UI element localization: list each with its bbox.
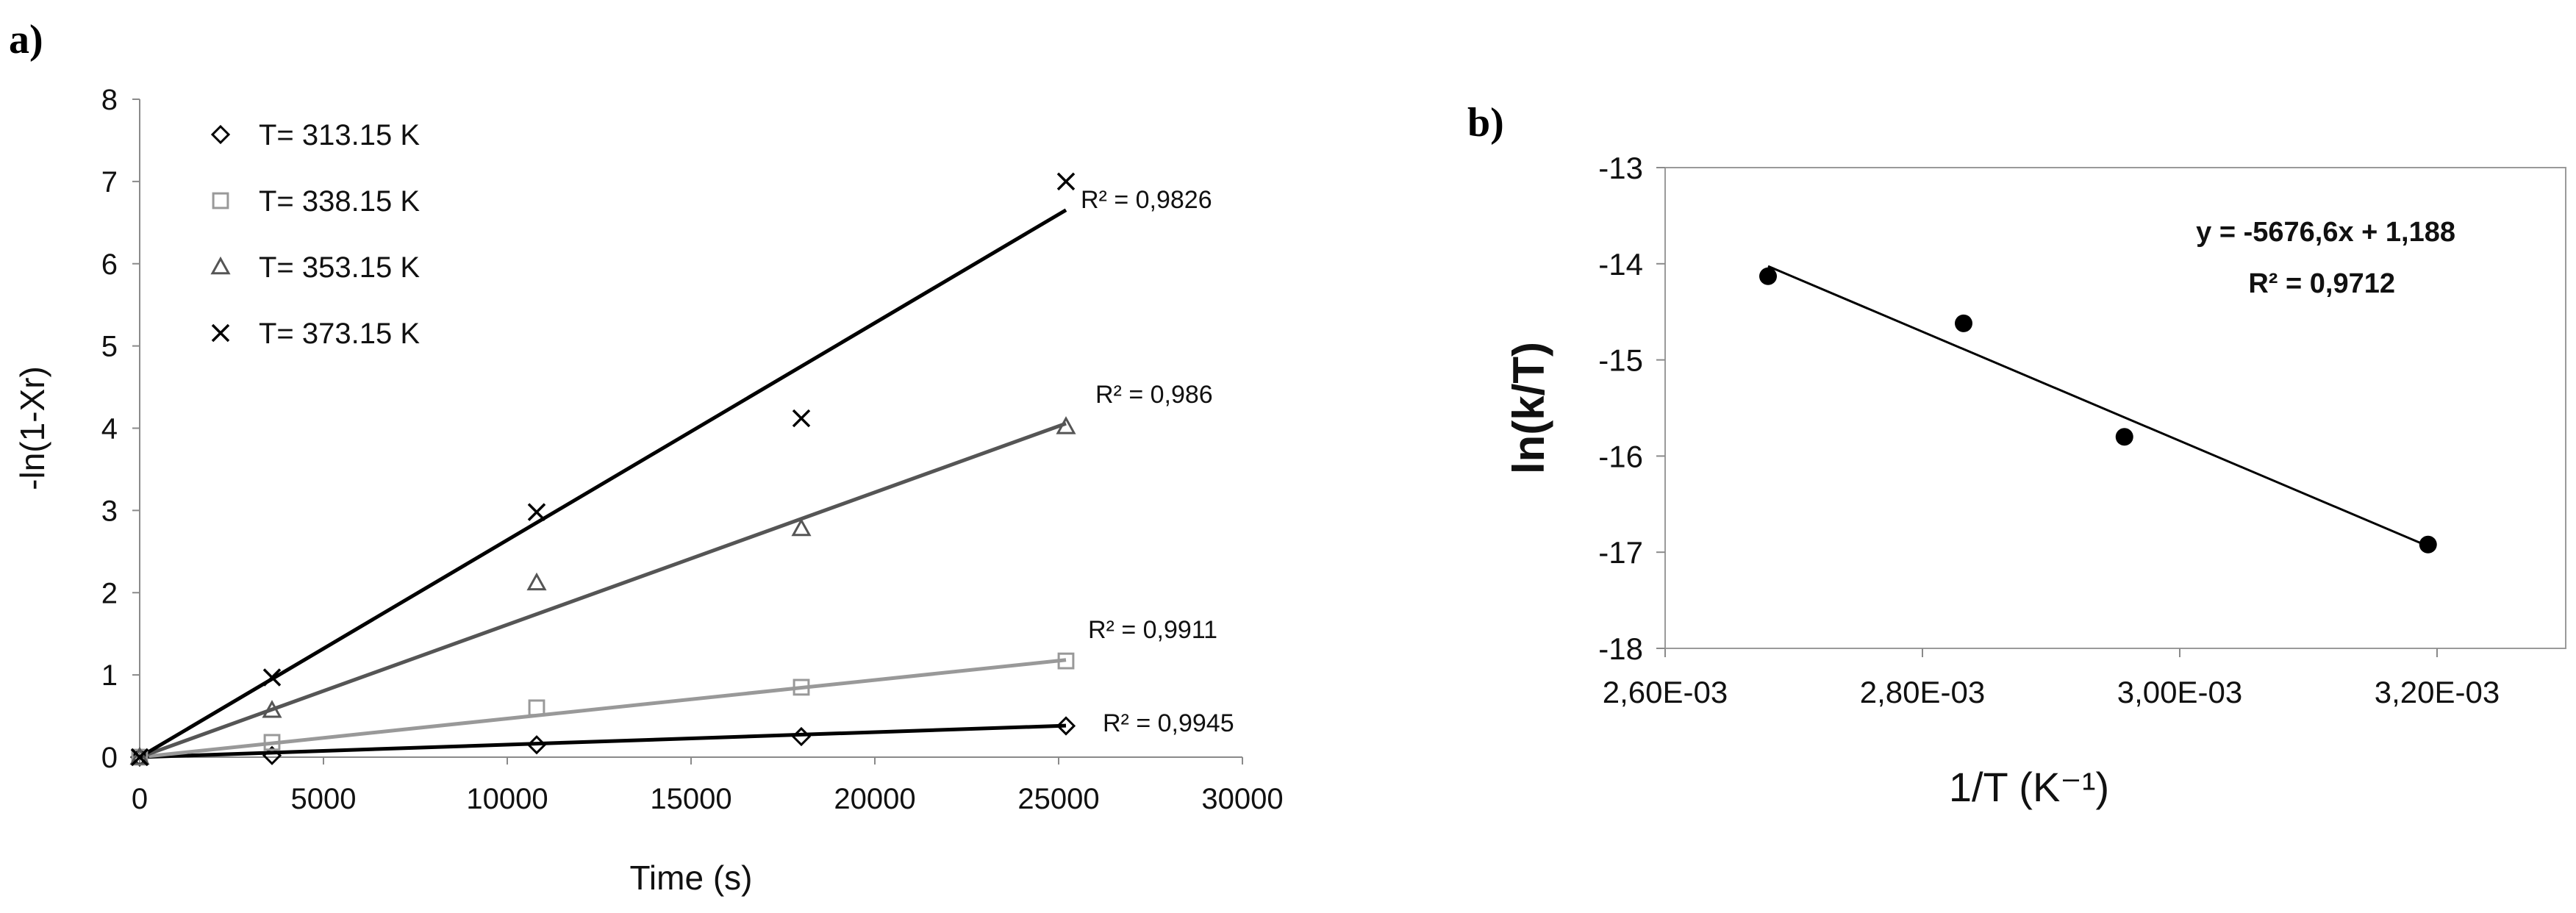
legend-marker-diamond	[210, 124, 231, 145]
chart-b-y-tick-label: -16	[1598, 439, 1643, 473]
chart-a-y-axis-label: -ln(1-Xr)	[13, 366, 51, 490]
trendline-x	[138, 208, 1067, 759]
data-point-diamond	[791, 726, 812, 747]
panel-b-label: b)	[1467, 100, 1504, 146]
chart-b-x-tick-label: 3,20E-03	[2375, 675, 2500, 709]
data-point-x	[1056, 172, 1076, 191]
chart-b-x-tick-label: 2,60E-03	[1603, 675, 1728, 709]
trendline-square	[139, 658, 1067, 759]
chart-b-y-tick-label: -14	[1598, 247, 1643, 282]
data-point-square	[1057, 652, 1075, 670]
chart-a-y-tick-label: 0	[101, 742, 118, 774]
data-point-x	[792, 409, 811, 428]
panel-a-label: a)	[9, 17, 43, 62]
r2-label: R² = 0,9826	[1081, 186, 1212, 214]
data-point-x	[130, 748, 149, 767]
legend-label: T= 338.15 K	[259, 185, 420, 218]
chart-b-y-tick-label: -17	[1598, 535, 1643, 570]
chart-a-x-tick-label: 5000	[291, 783, 357, 815]
chart-a-x-tick-label: 25000	[1017, 783, 1099, 815]
chart-a-x-tick-label: 10000	[466, 783, 548, 815]
data-point-x	[262, 668, 282, 687]
chart-a-trendlines	[138, 208, 1067, 759]
data-point-triangle	[129, 746, 150, 765]
data-point-diamond	[262, 745, 282, 765]
chart-a-x-tick-label: 20000	[834, 783, 915, 815]
chart-a-y-tick-label: 1	[101, 659, 118, 692]
chart-b: -18 -17 -16 -15 -14 -13 2,60E-03 2,80E-03 3,00E-…	[1504, 151, 2566, 810]
legend-marker-x	[211, 323, 230, 343]
chart-b-x-tick-label: 2,80E-03	[1860, 675, 1985, 709]
chart-a-y-tick-label: 3	[101, 495, 118, 527]
r2-label: R² = 0,9911	[1088, 616, 1217, 644]
chart-b-plot-frame	[1664, 167, 2566, 649]
chart-b-y-tick-label: -18	[1598, 631, 1643, 666]
chart-b-y-tick-label: -13	[1598, 151, 1643, 185]
chart-b-trendline	[1767, 265, 2429, 548]
chart-b-axes: -18 -17 -16 -15 -14 -13 2,60E-03 2,80E-03 3,00E-…	[1598, 151, 2500, 709]
chart-a-r2-labels: R² = 0,9945 R² = 0,9911 R² = 0,986 R² = 0,9…	[1081, 186, 1234, 737]
data-point-diamond	[526, 735, 547, 755]
trendline-triangle	[139, 421, 1067, 759]
trendline-diamond	[139, 723, 1067, 759]
chart-a-x-axis-label: Time (s)	[630, 859, 753, 897]
chart-a-y-tick-label: 5	[101, 331, 118, 363]
data-point-triangle	[262, 700, 282, 718]
chart-b-y-axis-label: ln(k/T)	[1504, 342, 1553, 474]
chart-a-points	[129, 172, 1076, 767]
data-point-triangle	[526, 572, 547, 591]
legend-marker-square	[212, 192, 229, 210]
chart-a-x-tick-label: 0	[132, 783, 148, 815]
data-point-square	[263, 734, 281, 751]
legend-label: T= 353.15 K	[259, 251, 420, 284]
data-point-triangle	[1056, 416, 1076, 434]
legend-label: T= 313.15 K	[259, 119, 420, 151]
chart-b-x-axis-label: 1/T (K⁻¹)	[1949, 764, 2109, 810]
data-point-triangle	[791, 518, 812, 537]
data-point-x	[527, 503, 546, 521]
r2-label: R² = 0,9945	[1103, 709, 1234, 737]
data-point-square	[528, 699, 545, 717]
data-point-circle	[1955, 314, 1972, 332]
chart-a-y-tick-label: 8	[101, 84, 118, 116]
chart-a-legend: T= 313.15 K T= 338.15 K T= 353.15 K T= 373.…	[210, 119, 420, 350]
chart-a-y-tick-label: 2	[101, 577, 118, 609]
legend-marker-triangle	[210, 256, 231, 275]
chart-a-y-tick-label: 6	[101, 248, 118, 281]
chart-b-x-tick-label: 3,00E-03	[2117, 675, 2242, 709]
data-point-square	[793, 679, 810, 696]
chart-b-points	[1759, 267, 2437, 554]
data-point-circle	[2115, 428, 2133, 446]
chart-b-r2-label: R² = 0,9712	[2248, 268, 2395, 299]
legend-label: T= 373.15 K	[259, 318, 420, 350]
data-point-diamond	[1056, 716, 1076, 736]
chart-a-x-tick-label: 15000	[650, 783, 731, 815]
data-point-circle	[1759, 267, 1777, 285]
chart-b-equation-label: y = -5676,6x + 1,188	[2196, 217, 2455, 248]
chart-a-axes: 0 1 2 3 4 5 6 7 8 0 5000 10000 15000 20000 25000 30000	[101, 84, 1284, 815]
trendline	[1767, 265, 2429, 548]
chart-a-y-tick-label: 4	[101, 413, 118, 445]
chart-b-y-tick-label: -15	[1598, 343, 1643, 378]
chart-a-x-tick-label: 30000	[1201, 783, 1283, 815]
data-point-circle	[2419, 535, 2437, 554]
chart-a-y-tick-label: 7	[101, 166, 118, 198]
r2-label: R² = 0,986	[1095, 381, 1213, 409]
